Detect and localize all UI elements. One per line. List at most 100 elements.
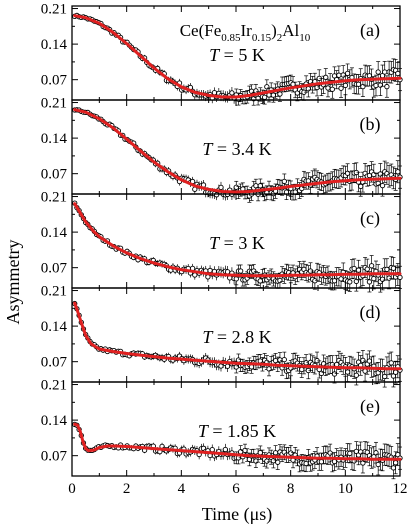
temperature-value: = 2.8 K: [212, 327, 271, 347]
compound-subscript: 0.85: [221, 32, 241, 44]
data-point: [262, 94, 268, 100]
data-point: [351, 265, 357, 272]
data-point: [264, 458, 270, 464]
y-tick-label: 0.21: [41, 284, 67, 300]
x-axis-title: Time (μs): [202, 504, 273, 525]
temperature-label: T = 3.4 K: [202, 139, 271, 159]
data-point: [224, 363, 231, 369]
data-point: [353, 372, 359, 378]
panel-4: 0.07 0.14 0.21 (d) T = 2.8 K: [41, 284, 403, 388]
compound-subscript: 0.15: [252, 32, 272, 44]
data-point: [218, 184, 224, 191]
data-point: [270, 458, 277, 464]
data-point: [353, 278, 359, 285]
data-point: [384, 83, 390, 90]
data-point: [397, 274, 403, 281]
data-point: [213, 192, 220, 198]
fit-line: [73, 202, 402, 278]
data-point: [277, 277, 283, 284]
data-point: [281, 356, 287, 363]
y-tick-label: 0.21: [41, 378, 67, 394]
temperature-label: T = 3 K: [209, 233, 265, 253]
data-point: [314, 84, 320, 91]
data-point: [233, 364, 239, 370]
y-tick-label: 0.07: [41, 167, 68, 183]
data-point: [371, 171, 377, 178]
data-point: [340, 72, 346, 78]
data-point: [377, 171, 384, 177]
temperature-symbol: T: [202, 139, 214, 159]
data-point: [366, 279, 373, 285]
data-point: [373, 82, 379, 89]
temperature-value: = 3.4 K: [212, 139, 271, 159]
data-point: [235, 357, 242, 363]
data-point: [338, 85, 344, 91]
chart-root: 0.070.140.21(a)T = 5 KCe(Fe0.85Ir0.15)2A…: [41, 2, 408, 497]
data-point: [390, 465, 397, 471]
x-tick-label: 12: [393, 481, 408, 497]
y-tick-label: 0.21: [41, 190, 67, 206]
data-point: [192, 272, 198, 278]
y-tick-label: 0.07: [41, 449, 68, 465]
data-point: [358, 183, 364, 190]
y-axis-title: Asymmetry: [3, 240, 23, 325]
data-point: [347, 450, 353, 456]
data-point: [237, 449, 244, 455]
data-point: [375, 69, 381, 75]
y-tick-label: 0.14: [41, 37, 68, 53]
temperature-value: = 5 K: [219, 45, 265, 65]
data-point: [248, 88, 255, 94]
compound-text: ): [271, 21, 277, 40]
data-point: [379, 182, 386, 189]
data-point: [331, 371, 338, 377]
data-point: [368, 263, 375, 269]
temperature-symbol: T: [202, 327, 214, 347]
panel-label: (e): [360, 396, 380, 417]
data-points: [72, 200, 403, 293]
x-tick-label: 10: [338, 481, 353, 497]
data-point: [327, 450, 333, 456]
temperature-label: T = 2.8 K: [202, 327, 271, 347]
data-point: [229, 90, 235, 96]
temperature-symbol: T: [198, 421, 210, 441]
data-point: [277, 91, 283, 97]
data-point: [390, 265, 397, 271]
compound-text: Al: [282, 21, 299, 40]
data-point: [371, 275, 377, 282]
data-point: [392, 369, 399, 375]
data-point: [281, 178, 287, 185]
panel-2: 0.07 0.14 0.21 (b) T = 3.4 K: [41, 96, 403, 203]
data-point: [303, 360, 309, 366]
fit-line: [73, 14, 402, 99]
x-tick-label: 8: [287, 481, 295, 497]
fit-line: [73, 422, 402, 461]
data-point: [277, 357, 283, 363]
data-point: [382, 69, 388, 75]
data-point: [347, 279, 353, 285]
x-tick-label: 4: [178, 481, 186, 497]
data-point: [253, 88, 259, 94]
compound-title: Ce(Fe0.85Ir0.15)2Al10: [180, 21, 311, 44]
compound-text: Ir: [241, 21, 253, 40]
panel-5: 0.07 0.14 0.21 (e) T = 1.85 K 0 2 4 6 8 10 12: [41, 378, 408, 497]
data-point: [344, 369, 351, 375]
data-point: [364, 266, 370, 272]
data-point: [392, 460, 399, 466]
data-point: [323, 74, 329, 80]
panel-1: 0.070.140.21(a)T = 5 KCe(Fe0.85Ir0.15)2A…: [41, 2, 403, 106]
fit-line: [73, 108, 402, 194]
y-tick-label: 0.07: [41, 355, 68, 371]
y-tick-label: 0.07: [41, 73, 68, 89]
panel-label: (c): [360, 208, 380, 229]
x-tick-label: 2: [123, 481, 131, 497]
compound-text: Ce(Fe: [180, 21, 222, 40]
data-point: [209, 447, 215, 453]
y-tick-label: 0.14: [41, 225, 68, 241]
x-tick-label: 0: [68, 481, 76, 497]
data-point: [257, 183, 263, 189]
data-point: [360, 84, 366, 90]
data-point: [257, 449, 263, 456]
data-point: [384, 266, 390, 273]
y-tick-label: 0.14: [41, 319, 68, 335]
panel-label: (b): [360, 114, 381, 135]
